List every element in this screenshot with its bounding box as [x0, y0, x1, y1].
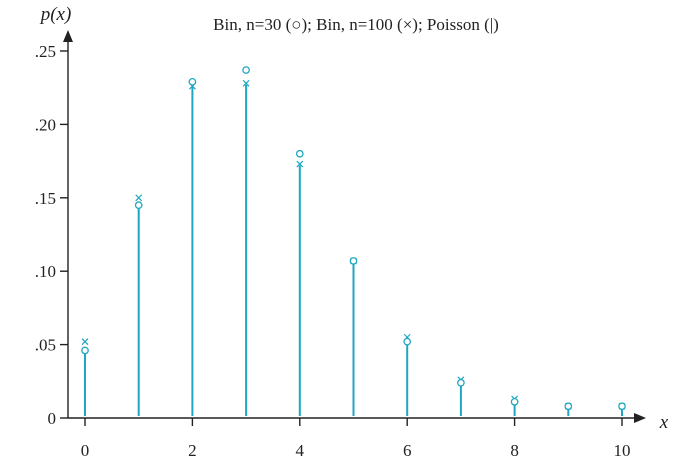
binomial-30-marker: [349, 257, 358, 265]
binomial-30-marker: [295, 149, 304, 158]
x-axis-arrowhead: [634, 413, 646, 423]
binomial-30-marker: [188, 77, 197, 86]
binomial-30-marker: [510, 398, 519, 406]
y-tick-label: .25: [35, 42, 56, 61]
y-tick-label: 0: [48, 409, 57, 428]
binomial-100-marker-stroke: [242, 79, 250, 87]
y-tick-label: .20: [35, 115, 56, 134]
x-tick-label: 4: [296, 441, 305, 460]
binomial-100-marker-stroke: [296, 160, 304, 168]
binomial-100-marker: [135, 194, 143, 202]
binomial-30-marker: [81, 346, 89, 355]
binomial-100-marker-stroke: [81, 338, 89, 346]
binomial-100-marker: [242, 79, 250, 87]
x-tick-label: 10: [614, 441, 631, 460]
x-ticks: 0 2 4 6 8 10: [81, 418, 631, 460]
y-ticks: 0 .05 .10 .15 .20 .25: [35, 42, 68, 428]
binomial-30-marker: [403, 337, 412, 346]
y-tick-label: .05: [35, 336, 56, 355]
chart-title: Bin, n=30 (○); Bin, n=100 (×); Poisson (…: [213, 15, 499, 34]
binomial-30-marker: [457, 378, 465, 387]
y-tick-label: .15: [35, 189, 56, 208]
x-axis-label: x: [659, 412, 669, 433]
binomial-30-marker: [618, 402, 626, 411]
binomial-30-marker: [134, 201, 143, 209]
x-tick-label: 0: [81, 441, 90, 460]
y-tick-label: .10: [35, 262, 56, 281]
y-axis-arrowhead: [63, 30, 73, 42]
binomial-30-marker: [242, 66, 250, 74]
x-tick-label: 8: [510, 441, 519, 460]
binomial-30-marker: [564, 402, 573, 411]
y-axis-label: p(x): [39, 4, 72, 25]
data-marks: [81, 66, 626, 416]
binomial-100-marker-stroke: [135, 194, 143, 202]
binomial-100-marker: [81, 338, 89, 346]
x-tick-label: 6: [403, 441, 412, 460]
x-tick-label: 2: [188, 441, 197, 460]
binomial-100-marker: [296, 160, 304, 168]
